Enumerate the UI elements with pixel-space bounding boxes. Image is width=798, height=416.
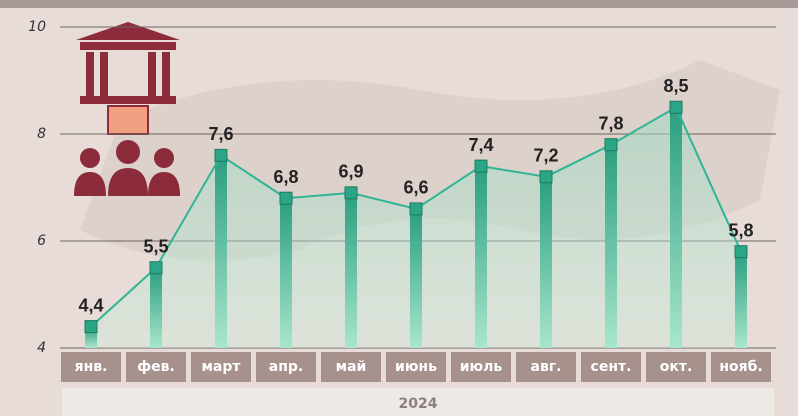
bar xyxy=(280,198,292,348)
bar xyxy=(475,166,487,348)
category-box xyxy=(516,352,576,382)
x-axis-label: 2024 xyxy=(399,396,438,412)
x-tick-label: авг. xyxy=(531,359,562,375)
top-band xyxy=(0,0,798,8)
y-tick-label: 8 xyxy=(37,126,46,142)
category-box xyxy=(191,352,251,382)
value-label: 6,6 xyxy=(403,178,428,198)
value-label: 6,8 xyxy=(273,167,298,187)
value-label: 7,4 xyxy=(468,135,493,155)
category-box xyxy=(126,352,186,382)
x-tick-label: март xyxy=(201,359,241,375)
bar xyxy=(215,155,227,348)
bar xyxy=(670,107,682,348)
value-label: 8,5 xyxy=(663,76,688,96)
value-label: 7,2 xyxy=(533,146,558,166)
category-box xyxy=(711,352,771,382)
category-box xyxy=(646,352,706,382)
x-tick-label: янв. xyxy=(75,359,108,375)
marker xyxy=(149,261,163,275)
category-box xyxy=(451,352,511,382)
bar xyxy=(735,251,747,348)
value-label: 4,4 xyxy=(78,295,103,315)
marker xyxy=(84,320,98,334)
x-tick-label: июнь xyxy=(395,359,437,375)
category-box xyxy=(321,352,381,382)
x-tick-label: окт. xyxy=(660,359,693,375)
bar xyxy=(540,176,552,348)
marker xyxy=(344,186,358,200)
x-tick-label: сент. xyxy=(591,359,632,375)
y-tick-label: 10 xyxy=(28,19,46,35)
value-label: 6,9 xyxy=(338,162,363,182)
x-tick-label: фев. xyxy=(137,359,175,375)
x-tick-label: май xyxy=(336,359,367,375)
marker xyxy=(734,245,748,259)
marker xyxy=(409,202,423,216)
marker xyxy=(604,138,618,152)
category-box xyxy=(386,352,446,382)
value-label: 5,5 xyxy=(143,237,168,257)
value-label: 5,8 xyxy=(728,220,753,240)
category-box xyxy=(61,352,121,382)
marker xyxy=(539,170,553,184)
y-tick-label: 6 xyxy=(37,233,46,249)
bar xyxy=(345,192,357,348)
x-tick-label: апр. xyxy=(269,359,303,375)
value-label: 7,6 xyxy=(208,124,233,144)
marker xyxy=(669,100,683,114)
value-label: 7,8 xyxy=(598,113,623,133)
marker xyxy=(474,159,488,173)
bar xyxy=(410,208,422,348)
icon xyxy=(74,22,180,196)
marker xyxy=(214,148,228,162)
x-tick-label: июль xyxy=(460,359,503,375)
bar xyxy=(605,144,617,348)
category-box xyxy=(581,352,641,382)
category-box xyxy=(256,352,316,382)
x-tick-label: нояб. xyxy=(719,359,762,375)
bar xyxy=(150,267,162,348)
y-tick-label: 4 xyxy=(37,340,46,356)
year-box xyxy=(62,388,774,416)
marker xyxy=(279,191,293,205)
